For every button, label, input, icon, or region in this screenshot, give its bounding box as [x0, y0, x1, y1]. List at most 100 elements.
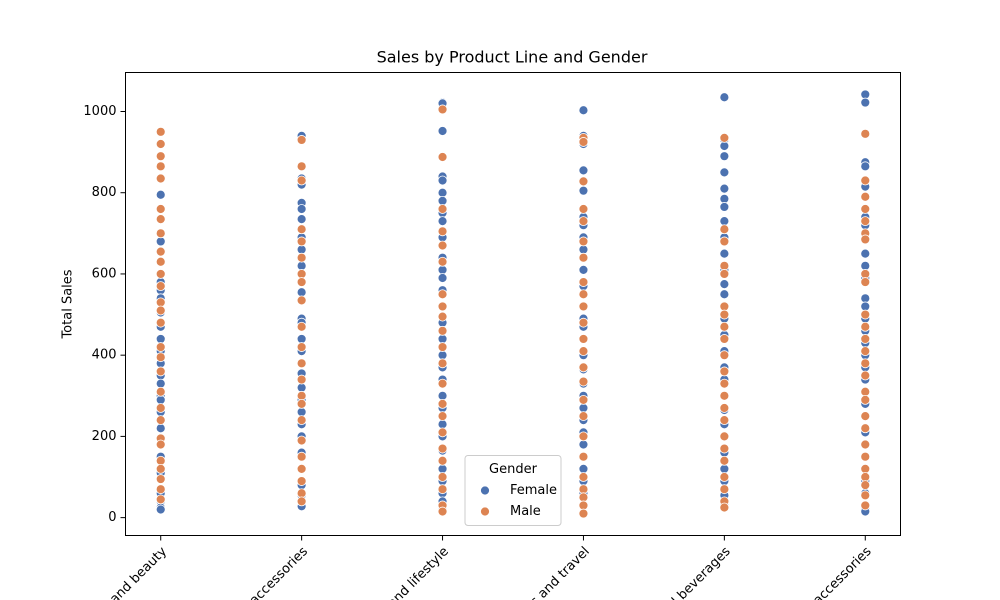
point — [155, 317, 166, 328]
point — [155, 455, 166, 466]
point — [719, 321, 730, 332]
point — [719, 248, 730, 259]
point — [719, 334, 730, 344]
point — [860, 358, 871, 369]
point — [578, 431, 589, 442]
point — [437, 187, 448, 198]
point — [155, 439, 166, 450]
point — [155, 246, 166, 257]
point — [296, 390, 307, 401]
point — [296, 463, 307, 474]
point — [296, 415, 307, 426]
point — [860, 321, 871, 332]
point — [860, 334, 871, 344]
point — [578, 472, 589, 482]
point — [296, 496, 307, 507]
point — [719, 216, 730, 227]
point — [860, 204, 871, 214]
point — [860, 480, 871, 491]
point — [437, 411, 448, 421]
x-tick-label: Food and beverages — [630, 544, 734, 600]
point — [578, 244, 589, 255]
point — [155, 139, 166, 149]
point — [437, 226, 448, 237]
point — [719, 403, 730, 413]
point — [155, 394, 166, 405]
point — [719, 366, 730, 377]
point — [437, 325, 448, 336]
point — [578, 411, 589, 421]
point — [719, 502, 730, 513]
point — [860, 277, 871, 287]
point — [860, 423, 871, 434]
point — [155, 342, 166, 352]
point — [860, 89, 871, 100]
point — [578, 204, 589, 214]
point — [155, 228, 166, 239]
point — [155, 352, 166, 363]
point — [437, 311, 448, 322]
point — [578, 376, 589, 387]
point — [719, 472, 730, 482]
point — [437, 419, 448, 430]
point — [437, 443, 448, 454]
point — [578, 362, 589, 373]
point — [719, 309, 730, 320]
point — [860, 234, 871, 245]
point — [719, 132, 730, 143]
point — [296, 374, 307, 385]
point — [437, 104, 448, 115]
point — [155, 204, 166, 214]
point — [437, 484, 448, 495]
point — [155, 189, 166, 200]
point — [719, 378, 730, 389]
point — [578, 185, 589, 196]
point — [155, 463, 166, 474]
point — [578, 451, 589, 462]
legend-label: Male — [510, 504, 541, 519]
point — [155, 415, 166, 426]
point — [860, 128, 871, 139]
point — [578, 484, 589, 495]
point — [437, 455, 448, 466]
point — [578, 301, 589, 312]
legend-marker — [480, 485, 490, 496]
point — [296, 224, 307, 235]
point — [437, 152, 448, 162]
point — [296, 342, 307, 352]
point — [437, 273, 448, 283]
point — [860, 439, 871, 450]
point — [296, 214, 307, 225]
point — [296, 476, 307, 486]
point — [578, 346, 589, 357]
point — [437, 472, 448, 482]
point — [860, 472, 871, 482]
point — [437, 264, 448, 275]
point — [578, 334, 589, 344]
point — [719, 289, 730, 300]
point — [437, 342, 448, 352]
point — [719, 279, 730, 289]
point — [719, 350, 730, 361]
point — [155, 281, 166, 292]
point — [155, 494, 166, 505]
point — [296, 399, 307, 409]
point — [719, 167, 730, 178]
legend-title: Gender — [489, 462, 538, 477]
point — [578, 317, 589, 328]
legend-marker — [480, 506, 490, 517]
point — [437, 240, 448, 251]
point — [296, 204, 307, 214]
point — [437, 378, 448, 389]
point — [155, 403, 166, 413]
point — [578, 492, 589, 503]
point — [578, 500, 589, 511]
point — [296, 321, 307, 332]
point — [578, 394, 589, 405]
point — [719, 431, 730, 442]
point — [578, 165, 589, 176]
point — [296, 295, 307, 306]
point — [578, 176, 589, 187]
point — [719, 443, 730, 454]
